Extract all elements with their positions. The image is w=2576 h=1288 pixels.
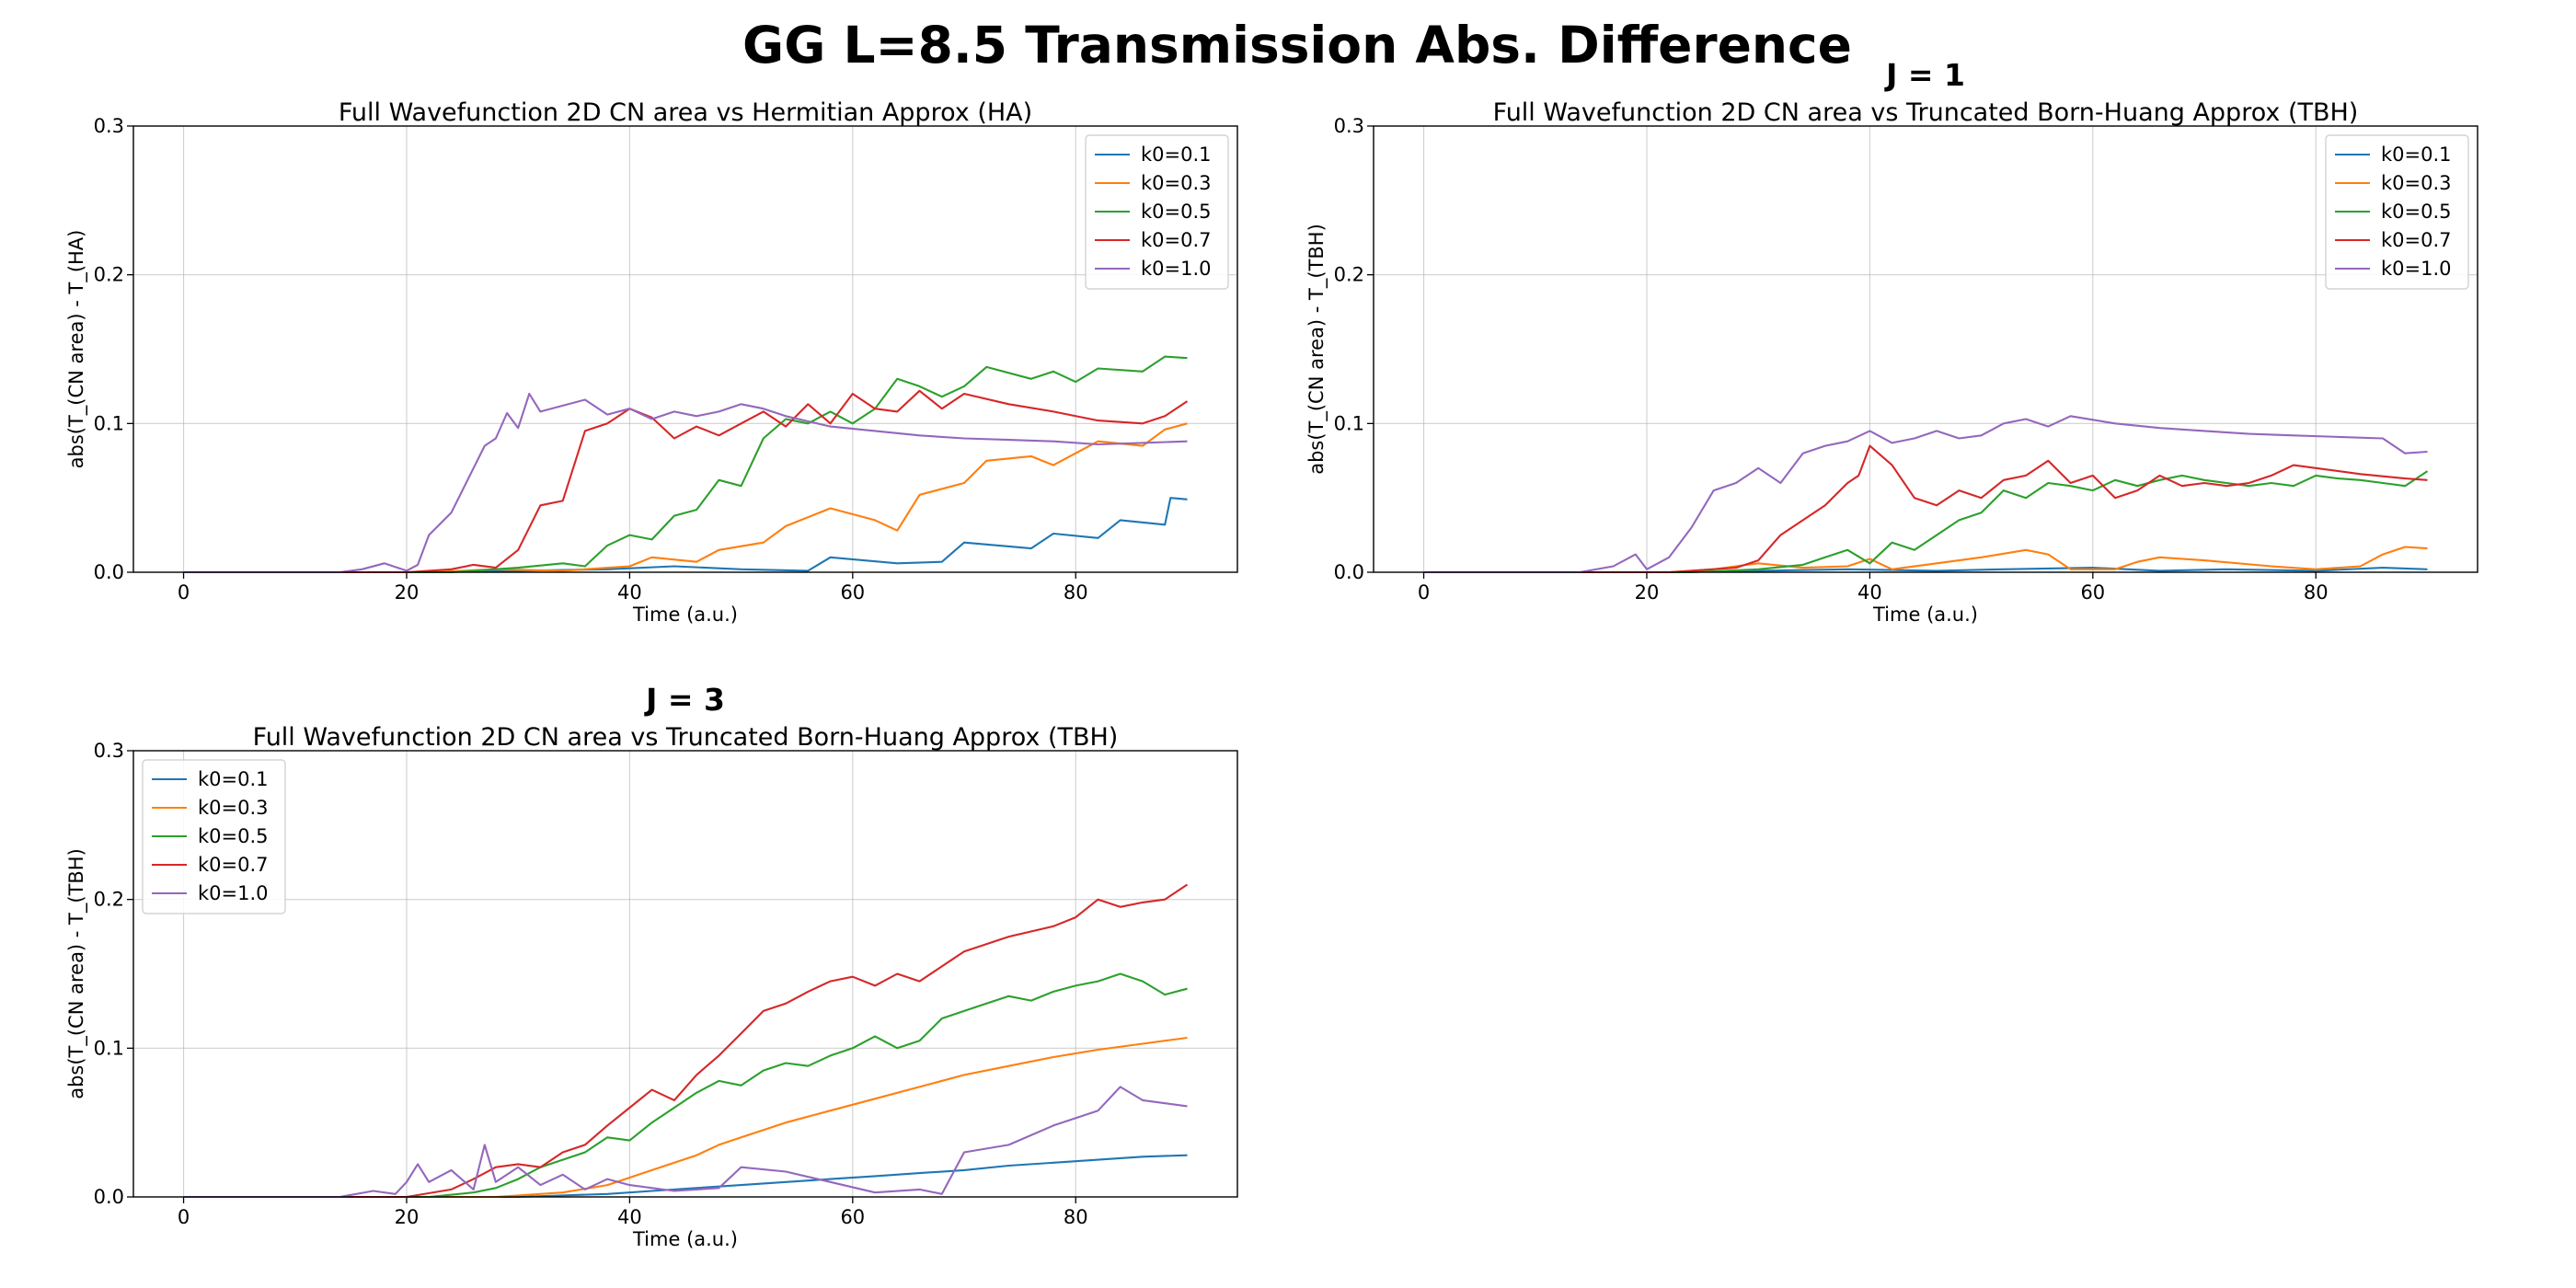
subplot-2: 0 20 40 60 80 0.0 0.1 0.2 0.3 Full Wavefunction 2…	[1305, 57, 2478, 626]
x-tick-label: 40	[1857, 581, 1882, 604]
y-tick-label: 0.0	[94, 561, 124, 583]
subplot-grid: 0 20 40 60 80 0.0 0.1 0.2 0.3 Full Wavefunction 2…	[65, 57, 2478, 1250]
x-tick-label: 40	[617, 1206, 642, 1228]
legend-entry: k0=0.5	[2381, 201, 2452, 223]
x-tick-label: 0	[178, 1206, 190, 1228]
legend-entry: k0=0.7	[1141, 229, 1212, 251]
legend: k0=0.1 k0=0.3 k0=0.5 k0=0.7 k0=1.0	[142, 759, 286, 914]
y-tick-label: 0.0	[1334, 561, 1364, 583]
legend: k0=0.1 k0=0.3 k0=0.5 k0=0.7 k0=1.0	[1085, 134, 1229, 290]
legend-entry: k0=0.5	[1141, 201, 1212, 223]
y-tick-label: 0.2	[1334, 264, 1364, 286]
legend-entry: k0=0.3	[2381, 172, 2452, 194]
legend-entry: k0=1.0	[2381, 258, 2452, 280]
subplot-title: Full Wavefunction 2D CN area vs Truncate…	[253, 723, 1119, 752]
x-tick-label: 80	[1064, 1206, 1088, 1228]
legend-entry: k0=0.7	[198, 854, 269, 876]
x-tick-label: 20	[395, 1206, 420, 1228]
series-line-k0-0-5	[183, 972, 1188, 1199]
series-line-k0-0-3	[183, 422, 1188, 574]
legend-box	[142, 759, 286, 914]
series-line-k0-0-7	[1423, 444, 2428, 574]
series-line-k0-0-1	[1423, 567, 2428, 574]
y-tick-label: 0.3	[94, 115, 124, 137]
y-tick-label: 0.1	[94, 412, 124, 434]
legend-entry: k0=0.3	[1141, 172, 1212, 194]
group-label: J = 1	[1884, 57, 1965, 93]
legend-entry: k0=1.0	[1141, 258, 1212, 280]
series-line-k0-0-7	[183, 389, 1189, 574]
x-tick-label: 80	[2304, 581, 2329, 604]
legend-box	[1085, 134, 1229, 290]
axes-frame	[132, 750, 1238, 1198]
y-tick-label: 0.0	[94, 1186, 124, 1208]
legend-entry: k0=0.1	[2381, 144, 2452, 166]
subplot-3: 0 20 40 60 80 0.0 0.1 0.2 0.3 Full Wavefunction 2…	[65, 682, 1238, 1250]
legend-entry: k0=0.7	[2381, 229, 2452, 251]
figure-suptitle: GG L=8.5 Transmission Abs. Difference	[742, 16, 1852, 75]
group-label: J = 3	[644, 682, 725, 718]
x-tick-label: 20	[1635, 581, 1660, 604]
legend-box	[2325, 134, 2469, 290]
series-line-k0-0-5	[1423, 470, 2429, 574]
y-tick-label: 0.3	[94, 740, 124, 762]
x-axis-label: Time (a.u.)	[632, 604, 738, 626]
y-tick-label: 0.2	[94, 264, 124, 286]
x-axis-label: Time (a.u.)	[1872, 604, 1978, 626]
y-tick-label: 0.3	[1334, 115, 1364, 137]
x-axis-label: Time (a.u.)	[632, 1228, 738, 1250]
legend-entry: k0=0.3	[198, 797, 269, 819]
series-line-k0-0-7	[183, 883, 1189, 1199]
series-line-k0-1-0	[183, 392, 1188, 574]
x-tick-label: 0	[1418, 581, 1430, 604]
axes-frame	[132, 125, 1238, 573]
y-axis-label: abs(T_(CN area) - T_(TBH)	[65, 848, 88, 1099]
legend-entry: k0=0.1	[198, 768, 269, 790]
y-tick-label: 0.1	[94, 1037, 124, 1059]
subplot-title: Full Wavefunction 2D CN area vs Hermitia…	[339, 98, 1032, 127]
series-line-k0-0-3	[1423, 546, 2428, 574]
legend-entry: k0=1.0	[198, 882, 269, 904]
y-axis-label: abs(T_(CN area) - T_(HA)	[65, 230, 88, 469]
x-tick-label: 20	[395, 581, 420, 604]
axes-frame	[1373, 125, 2478, 573]
legend-entry: k0=0.1	[1141, 144, 1212, 166]
series-line-k0-1-0	[183, 1086, 1188, 1199]
x-tick-label: 40	[617, 581, 642, 604]
subplot-1: 0 20 40 60 80 0.0 0.1 0.2 0.3 Full Wavefunction 2…	[65, 98, 1238, 626]
y-tick-label: 0.2	[94, 889, 124, 911]
legend: k0=0.1 k0=0.3 k0=0.5 k0=0.7 k0=1.0	[2325, 134, 2469, 290]
x-tick-label: 60	[840, 1206, 865, 1228]
series-line-k0-0-3	[183, 1036, 1188, 1199]
x-tick-label: 60	[840, 581, 865, 604]
x-tick-label: 60	[2080, 581, 2105, 604]
series-line-k0-1-0	[1423, 415, 2428, 574]
y-axis-label: abs(T_(CN area) - T_(TBH)	[1305, 224, 1328, 475]
series-line-k0-0-1	[183, 1154, 1188, 1199]
x-tick-label: 0	[178, 581, 190, 604]
subplot-title: Full Wavefunction 2D CN area vs Truncate…	[1493, 98, 2359, 127]
legend-entry: k0=0.5	[198, 825, 269, 847]
x-tick-label: 80	[1064, 581, 1088, 604]
series-line-k0-0-5	[183, 355, 1188, 574]
y-tick-label: 0.1	[1334, 412, 1364, 434]
